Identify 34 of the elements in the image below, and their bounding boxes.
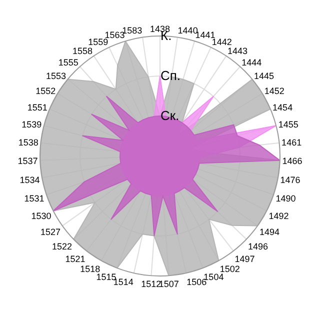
spoke-label: 1552 [36,86,56,96]
spoke-label: 1452 [264,86,284,96]
spoke-label: 1515 [96,272,116,282]
spoke-label: 1502 [220,264,240,274]
spoke-label: 1445 [254,71,274,82]
spoke-label: 1518 [80,264,100,274]
spoke-label: 1512 [141,279,162,290]
y-tick-label: Сп. [160,68,181,84]
spoke-label: 1455 [278,120,298,130]
spoke-label: 1438 [150,24,170,34]
spoke-label: 1444 [242,58,262,68]
spoke-label: 1476 [280,174,300,185]
spoke-label: 1530 [31,210,52,221]
spoke-label: 1521 [65,254,86,264]
spoke-label: 1490 [276,193,296,204]
spoke-label: 1553 [46,71,66,82]
spoke-label: 1558 [72,46,93,56]
spoke-label: 1461 [282,138,302,148]
spoke-label: 1551 [27,102,48,112]
spoke-label: 1440 [178,26,198,36]
spoke-label: 1555 [58,58,78,68]
spoke-label: 1559 [88,36,108,47]
spoke-label: 1466 [282,156,302,166]
spoke-label: 1443 [227,46,248,56]
spoke-label: 1537 [18,156,38,166]
spoke-label: 1539 [22,120,42,130]
spoke-label: 1538 [18,138,38,148]
spoke-label: 1534 [20,174,40,185]
spoke-label: 1507 [158,279,179,290]
spoke-label: 1442 [212,36,232,47]
spoke-label: 1522 [52,241,72,252]
spoke-label: 1496 [248,241,268,252]
spoke-label: 1531 [24,193,44,204]
spoke-label: 1497 [234,254,255,264]
